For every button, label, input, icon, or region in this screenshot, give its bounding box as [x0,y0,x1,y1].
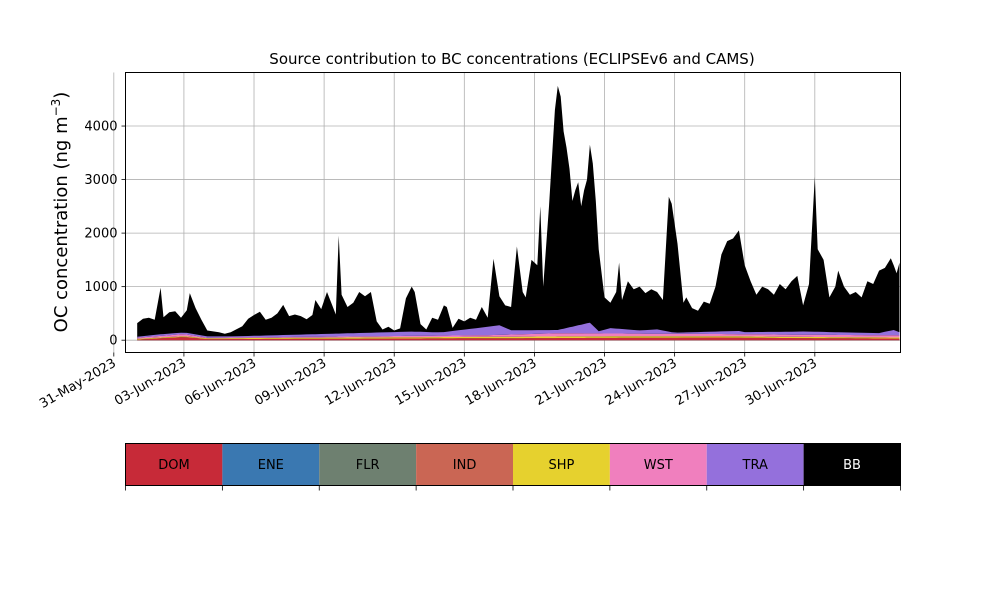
x-tick-label: 09-Jun-2023 [252,356,329,409]
legend-label-tra: TRA [742,458,768,473]
y-tick-label: 4000 [84,120,117,135]
legend-swatch-shp [513,443,610,486]
chart-title: Source contribution to BC concentrations… [269,50,754,68]
legend-swatch-tra [706,443,804,486]
plot-frame [125,72,901,353]
x-tick-label: 27-Jun-2023 [673,356,750,409]
legend-label-bb: BB [843,458,861,473]
legend-label-dom: DOM [158,458,189,473]
legend-label-ind: IND [453,458,477,473]
x-tick-label: 06-Jun-2023 [182,356,259,409]
x-tick-label: 24-Jun-2023 [603,356,680,409]
legend-swatch-wst [609,443,707,486]
x-axis: 31-May-202303-Jun-202306-Jun-202309-Jun-… [37,352,820,412]
x-tick-label: 30-Jun-2023 [743,356,820,409]
y-tick-label: 1000 [84,280,117,295]
x-tick-label: 12-Jun-2023 [322,356,399,409]
x-tick-label: 21-Jun-2023 [533,356,610,409]
y-axis-label: OC concentration (ng m−3) [49,92,72,333]
y-tick-label: 2000 [84,227,117,242]
legend-swatch-dom [125,443,223,486]
legend-swatch-ind [416,443,513,486]
x-tick-label: 03-Jun-2023 [112,356,189,409]
source-colorbar-legend: DOM ENE FLR IND SHP WST TRA BB [125,443,901,491]
stacked-area-layer [137,85,900,341]
x-tick-label: 15-Jun-2023 [392,356,469,409]
y-tick-label: 3000 [84,173,117,188]
y-tick-label: 0 [109,334,117,349]
legend-swatch-bb [803,443,901,486]
area-wst [137,333,900,339]
legend-label-shp: SHP [549,458,575,473]
y-axis: 0 1000 2000 3000 4000 [84,120,126,349]
x-tick-label: 18-Jun-2023 [463,356,540,409]
legend-label-ene: ENE [258,458,284,473]
legend-label-flr: FLR [356,458,380,473]
x-tick-label: 31-May-2023 [37,356,119,412]
area-dom [137,337,900,341]
area-tra [137,322,900,338]
legend-swatch-ene [222,443,320,486]
legend-label-wst: WST [644,458,673,473]
area-shp [137,336,900,340]
area-bb [137,85,900,341]
legend-swatch-flr [319,443,417,486]
